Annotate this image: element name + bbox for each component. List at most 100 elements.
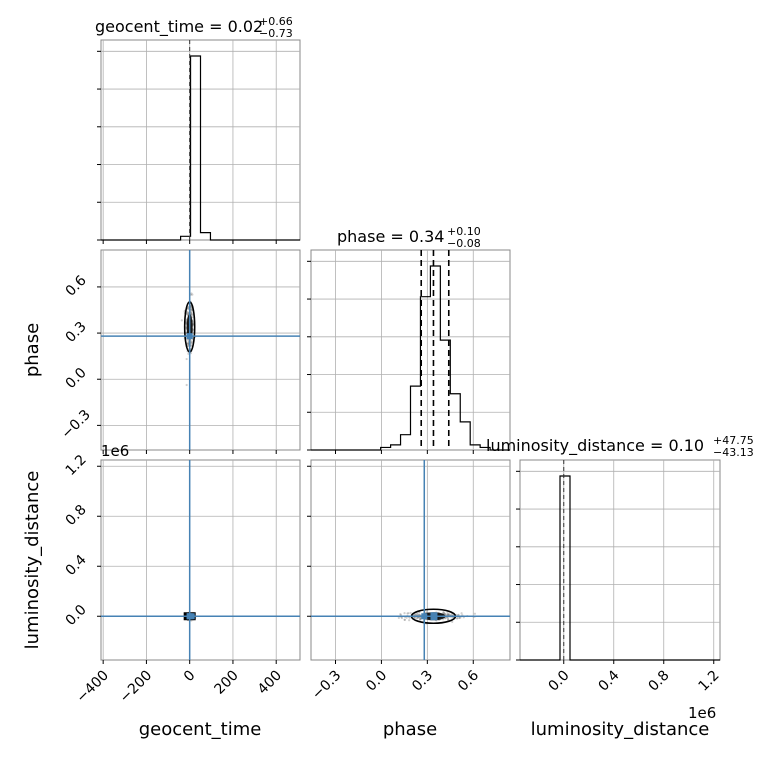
tick-label-x: 400: [255, 668, 285, 698]
scatter-point: [455, 617, 459, 620]
scatter-point: [442, 611, 445, 614]
tick-label-y: 0.4: [63, 552, 90, 579]
panel-frame: [100, 39, 301, 241]
scatter-point: [407, 612, 410, 615]
offset-label-lumdist-x: 1e6: [688, 704, 716, 722]
scatter-point: [190, 313, 193, 316]
tick-label-y: −0.3: [58, 407, 93, 442]
tick-label-x: 0.8: [646, 668, 673, 695]
panel-frames: [100, 39, 721, 661]
scatter-point: [460, 612, 463, 615]
tick-label-y: 0.3: [63, 319, 90, 346]
title-phase: phase = 0.34: [337, 227, 444, 246]
scatter-point: [419, 618, 422, 621]
scatter-point: [447, 613, 450, 616]
tick-label-y: 0.8: [63, 502, 90, 529]
scatter-point: [416, 613, 419, 616]
tick-labels: −0.3 0.0 0.3 0.6 0.0 0.4 0.8 1.2 −400 −200 0 200 400…: [58, 273, 722, 707]
histogram-phase: [311, 265, 510, 451]
title-geocent-time-plus: +0.66: [259, 15, 293, 28]
tick-label-x: 0.4: [596, 667, 623, 694]
scatter-point: [446, 613, 449, 617]
tick-label-y: 0.6: [63, 273, 90, 300]
tick-label-x: 0.0: [363, 668, 390, 695]
scatter-point: [403, 612, 406, 615]
scatter-point: [419, 618, 422, 621]
scatter-point: [416, 617, 419, 620]
scatter-point: [190, 309, 193, 312]
scatter-point: [190, 312, 193, 315]
tick-label-y: 1.2: [63, 452, 90, 479]
scatter-point: [185, 383, 188, 387]
grid-lines: [101, 40, 720, 660]
xlabel-phase: phase: [383, 719, 437, 740]
scatter-point: [405, 616, 408, 619]
data-marks: [101, 40, 720, 661]
scatter-point: [447, 618, 450, 621]
scatter-point: [190, 292, 193, 295]
xlabel-geocent-time: geocent_time: [139, 719, 262, 740]
scatter-point: [444, 613, 447, 616]
tick-label-x: 0.3: [409, 668, 436, 695]
scatter-point: [185, 313, 189, 316]
scatter-point: [418, 613, 421, 617]
tick-marks: [97, 50, 715, 664]
tick-label-x: 0.6: [455, 667, 482, 694]
tick-label-y: 0.0: [63, 365, 90, 392]
panel-frame: [100, 459, 301, 661]
scatter-point: [415, 612, 419, 615]
title-luminosity-distance-minus: −43.13: [713, 446, 754, 459]
tick-label-x: 1.2: [696, 668, 723, 695]
scatter-point: [400, 616, 404, 620]
scatter-point: [190, 342, 193, 345]
scatter-point: [187, 342, 190, 345]
scatter-point: [419, 618, 422, 621]
tick-label-x: −200: [117, 668, 156, 707]
scatter-point: [189, 308, 193, 312]
tick-label-y: 0.0: [63, 602, 90, 629]
scatter-point: [406, 612, 409, 615]
scatter-point: [419, 616, 422, 619]
scatter-point: [186, 342, 189, 345]
panel-frame: [310, 249, 511, 451]
title-luminosity-distance-plus: +47.75: [713, 434, 754, 447]
title-geocent-time: geocent_time = 0.02: [95, 17, 263, 37]
scatter-point: [186, 312, 189, 315]
scatter-point: [397, 616, 400, 619]
truth-marker: [421, 613, 428, 620]
scatter-point: [191, 313, 194, 316]
scatter-point: [409, 611, 412, 615]
scatter-point: [403, 618, 406, 621]
tick-label-x: 200: [212, 668, 242, 698]
scatter-point: [191, 316, 194, 319]
scatter-point: [408, 616, 411, 619]
scatter-point: [415, 616, 418, 620]
tick-label-x: 0.0: [546, 668, 573, 695]
title-phase-minus: −0.08: [447, 237, 481, 250]
truth-marker: [186, 613, 193, 620]
scatter-point: [187, 307, 190, 310]
xlabel-luminosity-distance: luminosity_distance: [531, 719, 710, 740]
scatter-point: [448, 613, 451, 616]
title-geocent-time-minus: −0.73: [259, 27, 293, 40]
scatter-point: [425, 611, 428, 614]
scatter-point: [458, 616, 461, 619]
scatter-point: [403, 618, 406, 621]
title-luminosity-distance: luminosity_distance = 0.10: [486, 436, 704, 456]
scatter-point: [444, 617, 447, 620]
scatter-point: [191, 293, 194, 296]
scatter-point: [190, 340, 194, 343]
panel-frame: [519, 459, 721, 661]
scatter-point: [447, 613, 450, 616]
title-phase-plus: +0.10: [447, 225, 481, 238]
scatter-point: [187, 311, 190, 314]
scatter-point: [408, 619, 411, 622]
truth-marker: [186, 333, 193, 340]
scatter-point: [418, 611, 421, 614]
scatter-point: [446, 611, 449, 615]
scatter-point: [458, 616, 461, 620]
scatter-point: [399, 613, 402, 616]
scatter-point: [186, 342, 190, 345]
